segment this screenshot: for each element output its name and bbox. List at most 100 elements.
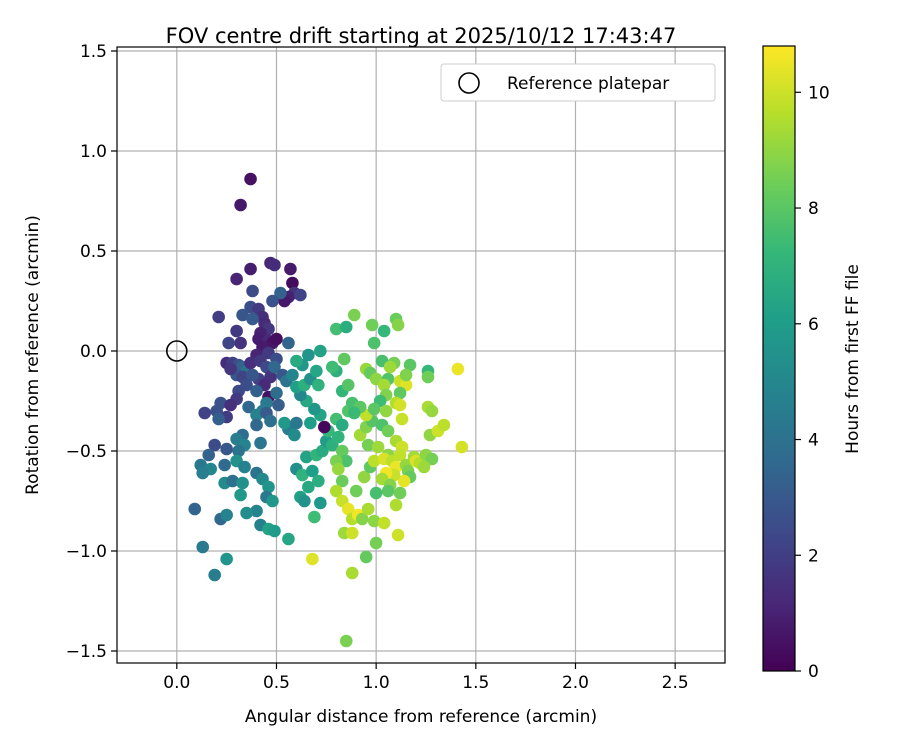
- colorbar-tick-label: 4: [808, 431, 819, 451]
- data-point: [236, 476, 249, 490]
- data-point: [220, 552, 233, 566]
- data-point: [339, 320, 353, 334]
- data-point: [329, 484, 343, 498]
- data-point: [220, 442, 233, 456]
- data-point: [230, 272, 243, 286]
- data-point: [232, 444, 245, 458]
- y-tick-label: 0.0: [80, 342, 107, 362]
- data-point: [377, 324, 391, 338]
- data-point: [367, 514, 381, 528]
- x-axis-label: Angular distance from reference (arcmin): [245, 707, 597, 727]
- data-point: [383, 360, 397, 374]
- x-tick-label: 1.5: [462, 673, 489, 693]
- data-point: [347, 308, 361, 322]
- y-tick-label: 1.5: [80, 42, 107, 62]
- data-point: [393, 386, 407, 400]
- data-point: [208, 438, 221, 452]
- data-point: [218, 458, 231, 472]
- data-point: [437, 418, 451, 432]
- data-point: [345, 526, 359, 540]
- legend-box: [440, 63, 716, 102]
- data-point: [367, 454, 381, 468]
- data-point: [455, 440, 469, 454]
- data-point: [347, 406, 361, 420]
- data-point: [399, 368, 413, 382]
- legend-open-circle-icon: [458, 72, 480, 94]
- data-point: [202, 448, 215, 462]
- data-point: [377, 516, 391, 530]
- data-point: [310, 364, 323, 378]
- data-point: [367, 402, 381, 416]
- data-point: [325, 360, 339, 374]
- data-points: [188, 172, 469, 648]
- plot-frame: [116, 46, 726, 664]
- data-point: [329, 322, 343, 336]
- data-point: [341, 502, 355, 516]
- data-point: [250, 418, 263, 432]
- data-point: [224, 362, 237, 376]
- data-point: [264, 414, 277, 428]
- data-point: [393, 398, 407, 412]
- reference-platepar-marker: [166, 340, 188, 362]
- x-tick-label: 0.0: [163, 673, 190, 693]
- data-point: [312, 474, 325, 488]
- chart-title: FOV centre drift starting at 2025/10/12 …: [166, 24, 677, 48]
- data-point: [244, 356, 257, 370]
- y-tick-label: −1.0: [66, 542, 107, 562]
- data-point: [250, 408, 263, 422]
- data-point: [244, 172, 257, 186]
- data-point: [371, 440, 385, 454]
- data-point: [335, 444, 349, 458]
- data-point: [379, 404, 393, 418]
- data-point: [266, 294, 279, 308]
- data-point: [198, 406, 212, 420]
- data-point: [250, 504, 263, 518]
- colorbar-tick-label: 8: [808, 199, 819, 219]
- data-point: [224, 398, 237, 412]
- data-point: [355, 512, 369, 526]
- colorbar-gradient: [762, 45, 796, 672]
- data-point: [286, 276, 299, 290]
- x-tick-label: 1.0: [363, 673, 390, 693]
- data-point: [240, 506, 253, 520]
- data-point: [308, 402, 321, 416]
- data-point: [290, 354, 303, 368]
- data-point: [230, 324, 243, 338]
- colorbar-tick-label: 0: [808, 662, 819, 682]
- data-point: [308, 510, 321, 524]
- data-point: [397, 474, 411, 488]
- data-point: [349, 484, 363, 498]
- data-point: [389, 498, 403, 512]
- data-point: [298, 494, 311, 508]
- data-point: [367, 336, 381, 350]
- data-point: [316, 444, 329, 458]
- data-point: [417, 460, 431, 474]
- data-point: [274, 286, 287, 300]
- data-point: [212, 310, 225, 324]
- data-point: [282, 336, 295, 350]
- data-point: [236, 308, 249, 322]
- colorbar-tick-label: 2: [808, 546, 819, 566]
- data-point: [262, 480, 275, 494]
- data-point: [403, 358, 417, 372]
- data-point: [212, 412, 225, 426]
- data-point: [393, 448, 407, 462]
- data-point: [300, 450, 313, 464]
- data-point: [208, 568, 221, 582]
- data-point: [284, 262, 297, 276]
- data-point: [393, 486, 407, 500]
- data-point: [234, 488, 247, 502]
- data-point: [357, 470, 371, 484]
- data-point: [335, 418, 349, 432]
- data-point: [331, 462, 345, 476]
- data-point: [286, 368, 299, 382]
- data-point: [246, 368, 259, 382]
- data-point: [361, 438, 375, 452]
- data-point: [391, 528, 405, 542]
- data-point: [196, 540, 210, 554]
- data-point: [234, 198, 247, 212]
- data-point: [288, 428, 301, 442]
- data-point: [335, 474, 349, 488]
- data-point: [242, 400, 255, 414]
